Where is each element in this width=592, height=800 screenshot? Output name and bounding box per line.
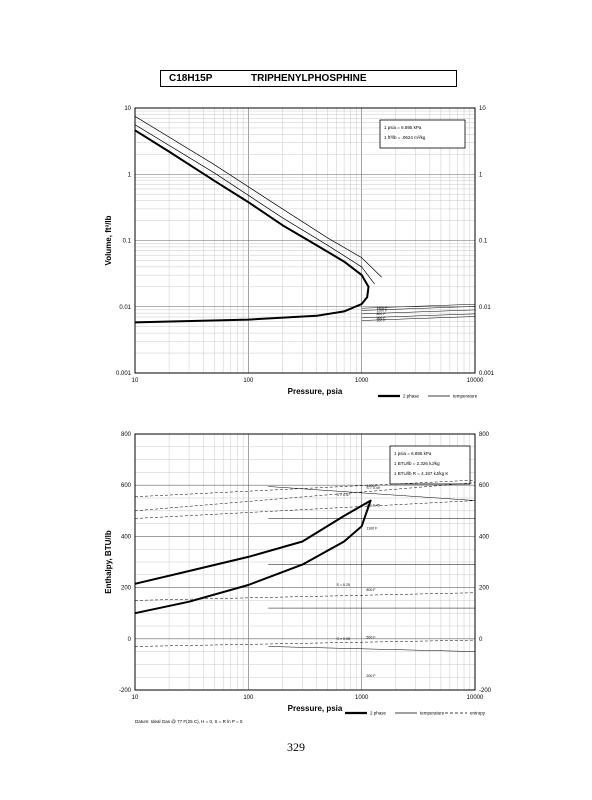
entropy-label: S = 0.05 [337,637,351,641]
legend-label: temperature [453,394,478,399]
legend-label: entropy [470,711,486,716]
y-tick-label-right: 0.1 [479,239,488,245]
isotherm-line [268,486,476,501]
property-lines: 1400 F 1100 F 800 F 500 F 200 F S = 0.49 S = 0… [134,479,476,678]
note-text: 1 psia = 6.895 kPa [394,451,432,456]
y-tick-label-right: 200 [479,586,490,592]
notes-box [389,445,471,485]
y-tick-label-left: 800 [121,432,132,438]
two-phase-curve [134,499,372,615]
y-axis-title: Volume, ft³/lb [104,215,113,265]
legend: 2 phase temperature entropy [345,711,486,716]
y-tick-label-right: 800 [479,432,490,438]
page-number: 329 [287,740,305,754]
entropy-label: S = 0.49 [366,486,380,490]
entropy-label: S = 0.25 [337,583,351,587]
isotherm-label: 200 F [376,319,386,323]
datum-note: Datum: Ideal Gas @ 77 F(25 C), H = 0, S … [135,719,243,724]
y-tick-label-left: -200 [119,688,132,694]
isotherm-line [361,313,476,319]
plot-frame [134,107,476,374]
isotherm-label: 1400 F [376,306,388,310]
note-text: 1 ft³/lb = .0624 m³/kg [384,135,426,140]
entropy-line [134,592,476,601]
chemical-formula: C18H15P [169,73,213,84]
x-tick-label: 100 [243,695,254,701]
y-axis-title: Enthalpy, BTU/lb [104,530,113,594]
isotherm-line [361,316,476,321]
y-tick-label-right: 1 [479,172,483,178]
entropy-label: S = 0.47 [337,493,351,497]
entropy-line [134,482,476,512]
y-tick-label-left: 400 [121,534,132,540]
note-text: 1 psia = 6.895 kPa [384,125,422,130]
isotherm-label: 500 F [376,316,386,320]
y-tick-label-left: 600 [121,483,132,489]
note-text: 1 BTU/lb R = 4.187 kJ/kg K [394,471,448,476]
isotherm-label: 200 F [366,674,376,678]
y-tick-label-right: 0.01 [479,305,491,311]
isotherm-line [361,306,476,311]
isotherm-label: 1100 F [376,308,388,312]
temperature-curve [134,124,375,285]
entropy-line [134,500,476,519]
temperature-curve [134,116,382,278]
x-tick-label: 1000 [355,695,369,701]
entropy-line [134,639,476,647]
y-tick-label-left: 0.01 [119,305,131,311]
y-tick-label-right: 600 [479,483,490,489]
isotherm-label: 500 F [366,635,376,639]
x-tick-label: 10000 [467,378,484,384]
y-tick-label-left: 0 [128,637,132,643]
x-tick-label: 1000 [355,378,369,384]
y-tick-label-left: 1 [128,172,132,178]
isotherm-line [361,303,476,309]
chemical-name: TRIPHENYLPHOSPHINE [251,73,367,84]
y-tick-label-left: 10 [124,106,131,112]
chart-header-box: C18H15P TRIPHENYLPHOSPHINE [160,70,457,87]
isotherm-line [268,646,476,652]
grid [134,108,475,374]
y-tick-label-left: 0.001 [116,371,132,377]
legend-label: 2 phase [403,394,420,399]
isotherm-label: 800 F [376,312,386,316]
x-tick-label: 10000 [467,695,484,701]
isotherm-label: 1100 F [366,527,378,531]
y-tick-label-right: 0.001 [479,371,495,377]
y-tick-label-right: -200 [479,688,492,694]
note-text: 1 BTU/lb = 2.326 kJ/kg [394,461,440,466]
y-tick-label-left: 200 [121,586,132,592]
x-tick-label: 10 [132,695,139,701]
x-tick-label: 100 [243,378,254,384]
entropy-label: S = 0.45 [366,504,380,508]
isotherm-label: 1400 F [366,484,378,488]
x-tick-label: 10 [132,378,139,384]
legend-label: temperature [420,711,445,716]
legend: 2 phase temperature [378,394,478,399]
plot-frame [134,433,476,691]
conversion-notes: 1 psia = 6.895 kPa 1 ft³/lb = .0624 m³/kg [379,119,466,149]
notes-box [379,119,466,149]
y-tick-label-right: 400 [479,534,490,540]
isotherm-label: 800 F [366,588,376,592]
y-tick-label-left: 0.1 [123,239,132,245]
entropy-line [134,479,476,497]
x-axis-title: Pressure, psia [288,387,343,396]
y-tick-label-right: 10 [479,106,486,112]
x-axis-title: Pressure, psia [288,704,343,713]
two-phase-curve [134,129,370,324]
conversion-notes: 1 psia = 6.895 kPa 1 BTU/lb = 2.326 kJ/kg… [389,445,471,485]
y-tick-label-right: 0 [479,637,483,643]
isotherm-line [361,309,476,315]
legend-label: 2 phase [370,711,387,716]
grid [134,433,475,691]
